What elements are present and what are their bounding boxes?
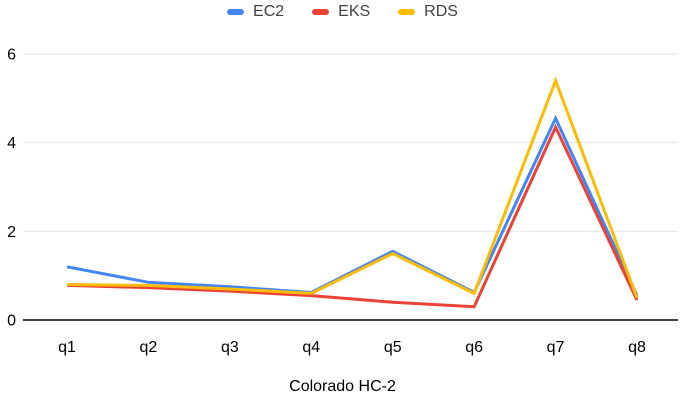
x-tick-label-q4: q4 bbox=[302, 339, 320, 356]
y-tick-label: 2 bbox=[7, 224, 16, 241]
x-tick-label-q1: q1 bbox=[58, 339, 76, 356]
x-tick-label-q6: q6 bbox=[465, 339, 483, 356]
legend-swatch-rds bbox=[398, 9, 416, 15]
x-tick-label-q3: q3 bbox=[221, 339, 239, 356]
legend-item-rds[interactable]: RDS bbox=[398, 4, 458, 20]
x-tick-label-q2: q2 bbox=[140, 339, 158, 356]
x-tick-label-q7: q7 bbox=[547, 339, 565, 356]
legend-swatch-eks bbox=[312, 9, 330, 15]
series-line-eks bbox=[66, 123, 639, 309]
y-tick-label: 0 bbox=[7, 313, 16, 330]
x-tick-label-q5: q5 bbox=[384, 339, 402, 356]
legend-item-ec2[interactable]: EC2 bbox=[227, 4, 284, 20]
x-axis-title: Colorado HC-2 bbox=[289, 378, 396, 395]
series-line-rds bbox=[66, 76, 639, 299]
legend-label-ec2: EC2 bbox=[253, 3, 285, 20]
y-tick-label: 6 bbox=[7, 47, 16, 64]
series-line-ec2 bbox=[66, 114, 639, 297]
legend-swatch-ec2 bbox=[227, 9, 245, 15]
legend-label-rds: RDS bbox=[424, 3, 458, 20]
chart-legend: EC2 EKS RDS bbox=[0, 0, 685, 24]
y-tick-label: 4 bbox=[7, 135, 16, 152]
legend-label-eks: EKS bbox=[338, 3, 371, 20]
legend-item-eks[interactable]: EKS bbox=[312, 4, 370, 20]
x-tick-label-q8: q8 bbox=[628, 339, 646, 356]
